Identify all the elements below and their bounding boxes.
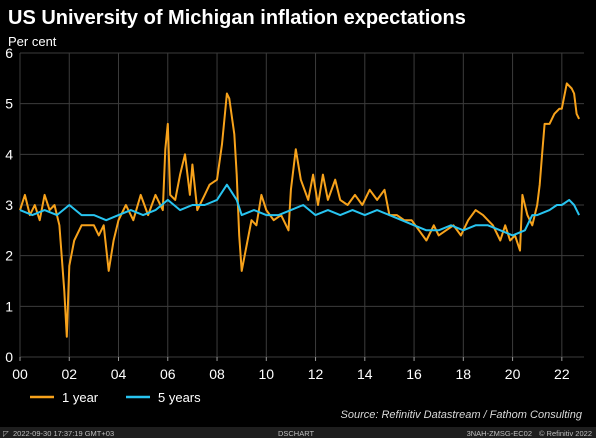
footer-logo-icon: ◸ (3, 429, 10, 438)
y-tick-label: 0 (5, 349, 13, 365)
y-tick-label: 6 (5, 45, 13, 61)
y-tick-label: 4 (5, 146, 13, 162)
x-tick-label: 04 (111, 366, 127, 382)
legend-label: 5 years (158, 390, 201, 405)
series-line-5-years (19, 183, 580, 237)
x-tick-label: 10 (258, 366, 274, 382)
y-axis-ticks: 0 1 2 3 4 5 6 (5, 45, 13, 365)
series-line-1-year (19, 82, 580, 338)
footer-copyright: © Refinitiv 2022 (539, 429, 592, 438)
x-tick-label: 20 (505, 366, 521, 382)
x-tick-label: 08 (209, 366, 225, 382)
unit-label: Per cent (8, 34, 57, 49)
footer-bar (0, 427, 596, 438)
x-axis-ticks: 00 02 04 06 08 10 12 14 16 18 20 22 (12, 357, 570, 382)
x-tick-label: 22 (554, 366, 570, 382)
x-tick-label: 14 (357, 366, 373, 382)
footer-program: DSCHART (278, 429, 315, 438)
chart-title: US University of Michigan inflation expe… (8, 7, 466, 29)
series-lines (19, 82, 580, 338)
grid (19, 52, 584, 358)
x-tick-label: 12 (308, 366, 324, 382)
x-tick-label: 18 (456, 366, 472, 382)
y-tick-label: 2 (5, 248, 13, 264)
x-tick-label: 06 (160, 366, 176, 382)
x-tick-label: 00 (12, 366, 28, 382)
source-note: Source: Refinitiv Datastream / Fathom Co… (341, 409, 583, 421)
x-tick-label: 02 (61, 366, 77, 382)
footer-code: 3NAH-ZMSG-EC02 (467, 429, 532, 438)
footer-timestamp: 2022-09-30 17:37:19 GMT+03 (13, 429, 114, 438)
y-tick-label: 1 (5, 298, 13, 314)
legend: 1 year 5 years (30, 390, 201, 405)
y-tick-label: 3 (5, 197, 13, 213)
legend-label: 1 year (62, 390, 99, 405)
y-tick-label: 5 (5, 96, 13, 112)
x-tick-label: 16 (406, 366, 422, 382)
